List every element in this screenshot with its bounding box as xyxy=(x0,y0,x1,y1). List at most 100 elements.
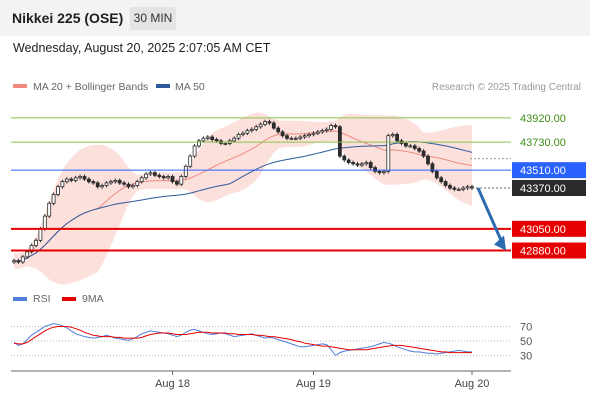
candle-body xyxy=(126,183,131,188)
candle-body xyxy=(293,137,298,140)
candle-body xyxy=(139,177,144,183)
candle-body xyxy=(236,133,241,139)
candle-body xyxy=(192,145,197,157)
legend-swatch-rsi xyxy=(13,297,27,301)
ma50-line xyxy=(13,141,473,262)
legend-swatch-ma50 xyxy=(156,84,170,88)
rsi-tick-label: 50 xyxy=(520,336,532,348)
level-tag xyxy=(512,180,586,197)
candle-body xyxy=(456,188,461,191)
candle-body xyxy=(408,145,413,148)
candle-body xyxy=(412,145,417,149)
candle-body xyxy=(64,178,69,183)
candle-body xyxy=(166,176,171,179)
rsi-plot: 70 50 30 xyxy=(11,322,532,363)
candle-body xyxy=(351,162,356,165)
candle-body xyxy=(390,133,395,137)
rsi-line xyxy=(13,323,472,357)
candle-body xyxy=(214,139,219,142)
candle-body xyxy=(148,172,153,175)
candle-body xyxy=(355,163,360,166)
legend-label-ma20: MA 20 + Bollinger Bands xyxy=(33,81,148,93)
candle-body xyxy=(386,135,391,172)
candle-body xyxy=(51,193,56,204)
candle-body xyxy=(47,202,52,217)
candle-body xyxy=(395,133,400,142)
candle-body xyxy=(69,178,74,181)
candle-body xyxy=(210,136,215,140)
price-legend: MA 20 + Bollinger Bands MA 50 Research ©… xyxy=(13,81,581,93)
legend-swatch-9ma xyxy=(62,297,76,301)
level-tag xyxy=(512,162,586,179)
candle-body xyxy=(403,142,408,147)
candle-body xyxy=(254,126,259,130)
candle-body xyxy=(29,244,34,253)
candle-body xyxy=(113,179,118,183)
time-tick-label: Aug 19 xyxy=(296,378,331,390)
candle-body xyxy=(439,177,444,183)
candle-body xyxy=(87,178,91,183)
candle-body xyxy=(276,127,281,133)
candle-body xyxy=(130,185,135,188)
candle-body xyxy=(73,177,78,181)
candle-body xyxy=(245,130,250,134)
candle-body xyxy=(122,182,126,185)
candle-body xyxy=(91,181,96,184)
rsi-legend: RSI 9MA xyxy=(13,293,104,305)
candle-body xyxy=(56,186,60,195)
candle-body xyxy=(60,181,65,188)
time-tick-label: Aug 18 xyxy=(155,378,190,390)
candle-body xyxy=(271,122,276,129)
legend-label-9ma: 9MA xyxy=(82,293,104,305)
candle-body xyxy=(82,176,87,180)
candle-body xyxy=(373,167,378,172)
legend-swatch-ma20 xyxy=(13,84,27,88)
candle-body xyxy=(307,133,312,137)
candle-body xyxy=(359,163,364,166)
candle-body xyxy=(188,155,193,167)
legend-label-ma50: MA 50 xyxy=(175,81,205,93)
candle-body xyxy=(157,174,162,178)
chart-datetime: Wednesday, August 20, 2025 2:07:05 AM CE… xyxy=(13,41,271,55)
candle-body xyxy=(285,135,289,139)
candle-body xyxy=(20,256,25,263)
candle-body xyxy=(223,142,228,145)
candle-body xyxy=(430,163,435,172)
level-label: 42880.00 xyxy=(520,246,566,258)
candle-body xyxy=(161,176,166,179)
candle-body xyxy=(426,155,430,165)
price-plot xyxy=(12,112,474,285)
candle-body xyxy=(421,150,426,157)
candle-body xyxy=(461,187,466,190)
candle-body xyxy=(42,215,47,230)
timeframe-button[interactable]: 30 MIN xyxy=(130,7,176,30)
source-label: Research © 2025 Trading Central xyxy=(432,82,581,93)
candle-body xyxy=(289,137,294,140)
candle-body xyxy=(320,130,325,133)
candle-body xyxy=(465,186,470,189)
candle-body xyxy=(337,126,342,157)
level-label: 43920.00 xyxy=(520,113,566,125)
level-label: 43370.00 xyxy=(520,183,566,195)
candle-body xyxy=(100,185,104,188)
candle-body xyxy=(174,181,179,185)
chart-header: Nikkei 225 (OSE) 30 MIN xyxy=(0,0,590,36)
candle-body xyxy=(258,123,263,128)
candle-body xyxy=(104,182,109,186)
candle-body xyxy=(16,260,21,263)
level-tag xyxy=(512,242,586,259)
time-axis: Aug 18 Aug 19 Aug 20 xyxy=(11,370,511,390)
candle-body xyxy=(95,182,100,188)
candle-body xyxy=(34,239,38,246)
candle-body xyxy=(205,136,210,139)
bollinger-band xyxy=(14,112,472,285)
candle-body xyxy=(302,135,307,138)
candle-body xyxy=(38,228,43,241)
time-tick-label: Aug 20 xyxy=(455,378,490,390)
candle-body xyxy=(232,137,237,142)
candle-body xyxy=(342,155,347,161)
candle-body xyxy=(78,176,82,179)
candle-body xyxy=(448,185,452,189)
candle-body xyxy=(280,131,285,137)
